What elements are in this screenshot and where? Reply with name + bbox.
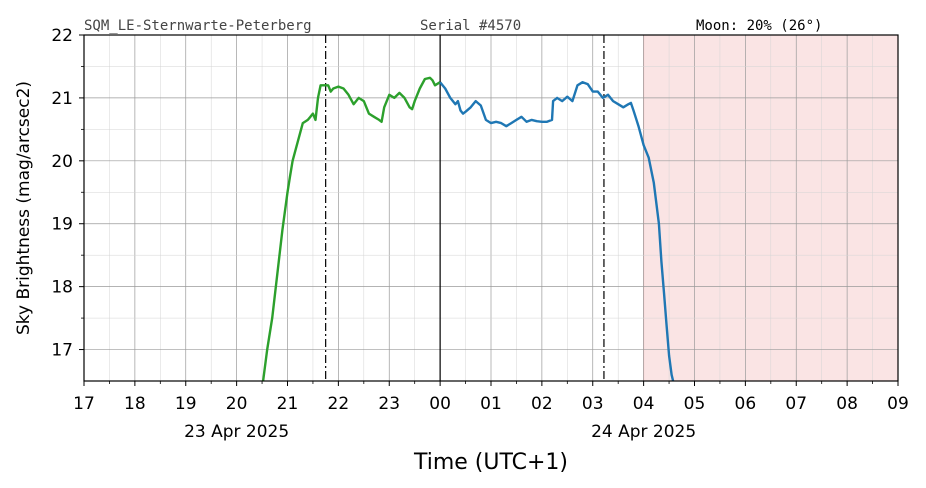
y-tick-label: 20 [51,152,73,172]
y-tick-label: 22 [51,26,73,46]
x-tick-label: 22 [328,394,350,414]
x-tick-label: 20 [226,394,248,414]
moon-info: Moon: 20% (26°) [696,18,822,34]
x-tick-label: 21 [277,394,299,414]
x-tick-label: 05 [684,394,706,414]
x-tick-label: 19 [175,394,197,414]
x-tick-label: 01 [480,394,502,414]
y-tick-label: 17 [51,341,73,361]
evening-series-line [261,76,441,382]
x-tick-label: 02 [531,394,553,414]
x-tick-label: 00 [429,394,451,414]
station-name: SQM_LE-Sternwarte-Peterberg [84,18,312,34]
x-tick-label: 18 [124,394,146,414]
x-tick-label: 06 [735,394,757,414]
x-axis-label: Time (UTC+1) [413,450,568,475]
x-tick-label: 07 [785,394,807,414]
x-tick-label: 04 [633,394,655,414]
x-tick-label: 08 [836,394,858,414]
serial-number: Serial #4570 [420,18,521,34]
y-tick-label: 18 [51,278,73,298]
x-tick-label: 09 [887,394,909,414]
date-label: 23 Apr 2025 [184,422,289,442]
x-tick-label: 03 [582,394,604,414]
x-tick-label: 23 [378,394,400,414]
morning-series-line [439,81,675,382]
x-tick-label: 17 [73,394,95,414]
y-axis-label: Sky Brightness (mag/arcsec2) [14,81,34,335]
y-tick-label: 21 [51,89,73,109]
y-tick-label: 19 [51,215,73,235]
date-label: 24 Apr 2025 [591,422,696,442]
